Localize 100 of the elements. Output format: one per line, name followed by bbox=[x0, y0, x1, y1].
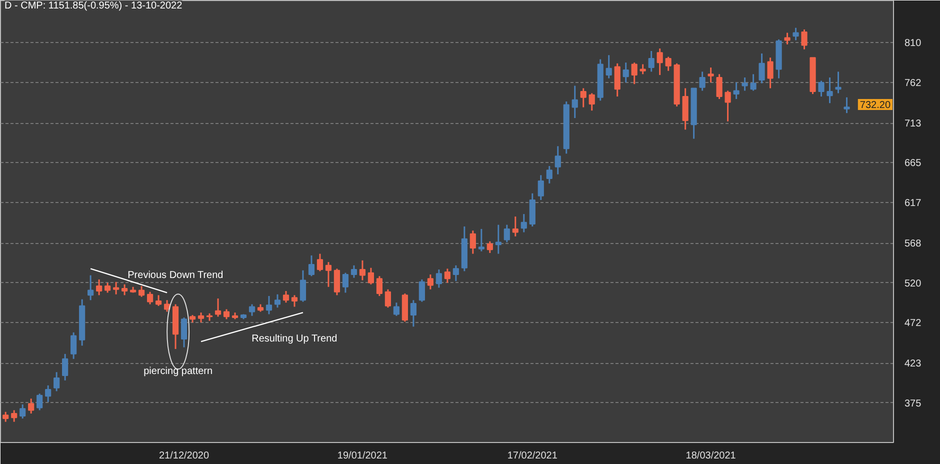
candlestick bbox=[580, 87, 586, 108]
candlestick bbox=[512, 216, 518, 238]
candlestick bbox=[792, 27, 799, 41]
candlestick bbox=[316, 253, 324, 272]
y-tick-label: 375 bbox=[904, 398, 922, 410]
candlestick bbox=[622, 62, 629, 84]
y-tick-label: 423 bbox=[904, 358, 922, 370]
candlestick bbox=[758, 52, 765, 84]
candlestick bbox=[88, 274, 94, 301]
candlestick bbox=[750, 73, 756, 92]
candlestick bbox=[20, 404, 26, 420]
candlestick bbox=[572, 85, 578, 119]
y-tick-label: 665 bbox=[904, 158, 922, 170]
candlestick bbox=[648, 50, 654, 72]
candlestick bbox=[122, 284, 128, 296]
candlestick bbox=[282, 290, 290, 304]
candlestick bbox=[393, 302, 400, 317]
candlestick bbox=[146, 291, 154, 306]
candlestick bbox=[138, 285, 145, 298]
candlestick bbox=[45, 384, 52, 403]
candlestick bbox=[359, 260, 366, 282]
candlestick bbox=[554, 145, 561, 176]
candlestick bbox=[300, 270, 306, 303]
candlestick bbox=[11, 409, 18, 423]
candlestick bbox=[36, 392, 43, 411]
y-tick-label: 617 bbox=[904, 198, 922, 209]
candlestick bbox=[631, 62, 638, 85]
candlestick bbox=[478, 228, 484, 252]
candlestick bbox=[656, 48, 663, 76]
candlestick bbox=[606, 54, 612, 80]
candlestick bbox=[733, 82, 740, 100]
candlestick bbox=[384, 288, 391, 308]
y-tick-label: 568 bbox=[904, 238, 922, 250]
candlestick bbox=[418, 278, 425, 303]
candlestick bbox=[826, 76, 833, 104]
candlestick bbox=[54, 371, 60, 392]
candlestick bbox=[113, 281, 120, 296]
candlestick bbox=[538, 174, 544, 201]
candlestick bbox=[436, 268, 442, 288]
y-tick-label: 810 bbox=[904, 38, 922, 50]
candlestick bbox=[198, 312, 204, 324]
candlestick bbox=[520, 213, 527, 234]
candlestick bbox=[180, 316, 188, 348]
candlestick bbox=[818, 80, 824, 98]
candlestick bbox=[155, 294, 162, 307]
candlestick bbox=[495, 224, 502, 255]
candlestick bbox=[266, 295, 272, 315]
y-tick-label: 762 bbox=[904, 78, 922, 89]
candlestick bbox=[104, 282, 111, 294]
chart-title: D - CMP: 1151.85(-0.95%) - 13-10-2022 bbox=[4, 0, 183, 12]
candlestick bbox=[62, 353, 68, 382]
candlestick bbox=[546, 165, 552, 184]
x-tick-label: 17/02/2021 bbox=[507, 450, 558, 462]
candlestick bbox=[470, 230, 476, 255]
candlestick bbox=[767, 56, 774, 89]
candlestick bbox=[214, 298, 222, 318]
candlestick bbox=[742, 76, 748, 92]
candlestick bbox=[308, 254, 315, 277]
candlestick bbox=[716, 73, 722, 100]
candlestick bbox=[248, 304, 256, 317]
candlestick bbox=[665, 56, 672, 72]
candlestick bbox=[640, 63, 646, 75]
candlestick bbox=[28, 398, 34, 414]
candlestick bbox=[486, 240, 493, 254]
candlestick bbox=[376, 275, 382, 297]
candlestick bbox=[614, 62, 620, 98]
x-tick-label: 21/12/2020 bbox=[159, 450, 210, 462]
x-tick-label: 19/01/2021 bbox=[337, 450, 388, 462]
candlestick bbox=[2, 411, 9, 423]
candlestick bbox=[325, 261, 332, 288]
candlestick bbox=[410, 299, 416, 328]
candlestick bbox=[708, 66, 714, 84]
candlestick bbox=[835, 70, 842, 94]
candlestick bbox=[350, 264, 358, 279]
candlestick bbox=[342, 272, 349, 294]
candlestick bbox=[452, 264, 459, 282]
text: 732.20 bbox=[860, 100, 891, 111]
candlestick bbox=[427, 274, 434, 290]
annotation: Resulting Up Trend bbox=[252, 334, 338, 345]
candlestick bbox=[588, 92, 595, 112]
y-tick-label: 713 bbox=[904, 118, 922, 130]
y-tick-label: 520 bbox=[904, 278, 922, 290]
candlestick bbox=[699, 70, 706, 92]
candlestick bbox=[291, 294, 298, 308]
x-tick-label: 18/03/2021 bbox=[686, 450, 736, 462]
candlestick bbox=[274, 294, 281, 308]
candlestick bbox=[801, 28, 808, 50]
candlestick bbox=[223, 308, 230, 320]
candlestick bbox=[444, 268, 450, 284]
candlestick bbox=[504, 224, 510, 243]
annotation: piercing pattern bbox=[144, 366, 213, 377]
candlestick bbox=[724, 90, 731, 122]
candlestick bbox=[368, 267, 374, 286]
candlestick bbox=[70, 332, 77, 360]
candlestick bbox=[96, 278, 102, 296]
annotation: Previous Down Trend bbox=[128, 270, 224, 281]
candlestick bbox=[784, 32, 790, 46]
candlestick bbox=[334, 268, 340, 296]
candlestick bbox=[844, 96, 850, 114]
y-tick-label: 472 bbox=[904, 318, 922, 329]
